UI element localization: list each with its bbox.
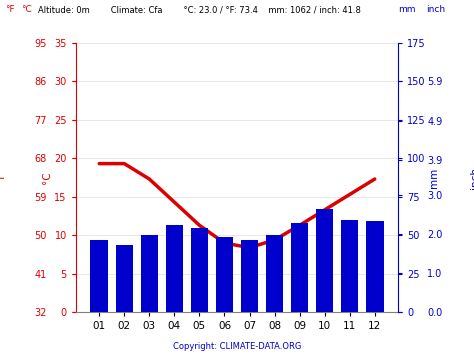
Text: Altitude: 0m        Climate: Cfa        °C: 23.0 / °F: 73.4    mm: 1062 / inch: : Altitude: 0m Climate: Cfa °C: 23.0 / °F:…	[38, 5, 361, 14]
Text: mm: mm	[398, 5, 416, 14]
Bar	[341, 220, 358, 312]
Bar	[366, 222, 383, 312]
Text: inch: inch	[427, 5, 446, 14]
Bar	[116, 245, 133, 312]
Y-axis label: mm: mm	[428, 167, 438, 188]
Bar	[191, 228, 208, 312]
Bar	[241, 240, 258, 312]
Bar	[316, 209, 333, 312]
Text: Copyright: CLIMATE-DATA.ORG: Copyright: CLIMATE-DATA.ORG	[173, 343, 301, 351]
Bar	[216, 237, 233, 312]
Text: °C: °C	[21, 5, 32, 14]
Bar	[165, 224, 183, 312]
Text: °F: °F	[5, 5, 14, 14]
Bar	[141, 235, 158, 312]
Bar	[91, 240, 108, 312]
Bar	[291, 223, 309, 312]
Bar	[266, 235, 283, 312]
Y-axis label: °C: °C	[42, 171, 52, 184]
